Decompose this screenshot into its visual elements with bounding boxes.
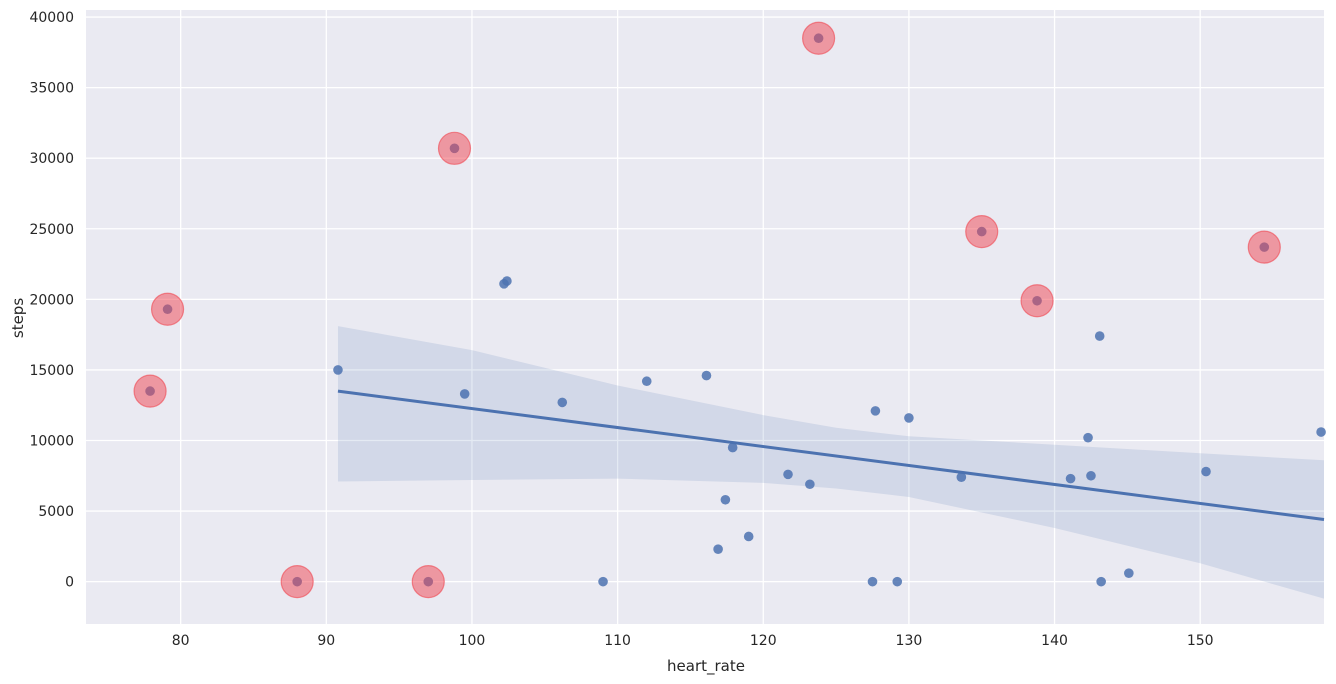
data-point — [956, 472, 967, 483]
y-tick-label: 25000 — [29, 222, 74, 238]
x-tick-label: 110 — [604, 633, 631, 649]
data-point — [1096, 576, 1106, 587]
x-tick-label: 140 — [1041, 633, 1068, 649]
highlight-marker — [965, 215, 999, 249]
y-axis-label: steps — [9, 298, 27, 338]
data-point — [892, 576, 903, 587]
data-point — [870, 406, 881, 416]
plot-background — [86, 10, 1324, 624]
data-point — [1316, 427, 1326, 437]
data-point — [641, 376, 652, 387]
x-tick-label: 80 — [172, 633, 190, 649]
x-tick-label: 120 — [750, 633, 777, 649]
highlight-marker — [437, 131, 472, 165]
y-tick-label: 35000 — [29, 81, 74, 97]
x-tick-label: 150 — [1187, 633, 1214, 649]
data-point — [1124, 568, 1134, 578]
y-tick-label: 10000 — [29, 434, 74, 450]
data-point — [1086, 470, 1096, 481]
regression-line — [337, 389, 1325, 522]
data-point — [713, 544, 723, 554]
highlight-markers — [133, 21, 1281, 599]
data-point — [598, 576, 608, 587]
highlight-marker — [280, 565, 314, 599]
data-point — [333, 365, 343, 375]
data-point — [1083, 432, 1093, 443]
highlight-marker — [802, 21, 836, 55]
y-tick-label: 20000 — [29, 292, 74, 308]
data-point — [727, 442, 738, 453]
data-point — [557, 397, 568, 408]
data-point — [720, 494, 731, 505]
highlight-marker — [1247, 230, 1281, 264]
highlight-marker — [150, 292, 185, 326]
data-point — [743, 531, 754, 542]
x-tick-label: 100 — [459, 633, 486, 649]
highlight-marker — [1020, 284, 1054, 318]
data-point — [867, 576, 878, 587]
y-tick-label: 5000 — [38, 504, 74, 520]
highlight-marker — [133, 374, 167, 408]
y-tick-label: 15000 — [29, 363, 74, 379]
x-axis-label: heart_rate — [667, 657, 745, 676]
data-point — [1065, 473, 1076, 484]
confidence-band — [337, 326, 1324, 599]
data-point — [904, 413, 914, 423]
highlight-marker — [411, 565, 445, 599]
data-point — [1201, 466, 1211, 477]
data-point — [502, 276, 512, 286]
data-point — [1094, 331, 1105, 341]
y-tick-label: 30000 — [29, 151, 74, 167]
data-point — [701, 370, 712, 381]
x-tick-labels: 80 90 100 110 120 130 140 150 — [172, 633, 1214, 649]
y-tick-labels: 0 5000 10000 15000 20000 25000 30000 35000 40000 — [29, 10, 74, 591]
y-tick-label: 0 — [65, 575, 74, 591]
data-point — [805, 479, 815, 490]
data-point — [783, 469, 793, 480]
x-tick-label: 130 — [896, 633, 923, 649]
x-tick-label: 90 — [317, 633, 335, 649]
y-tick-label: 40000 — [29, 10, 74, 26]
data-point — [459, 389, 470, 399]
